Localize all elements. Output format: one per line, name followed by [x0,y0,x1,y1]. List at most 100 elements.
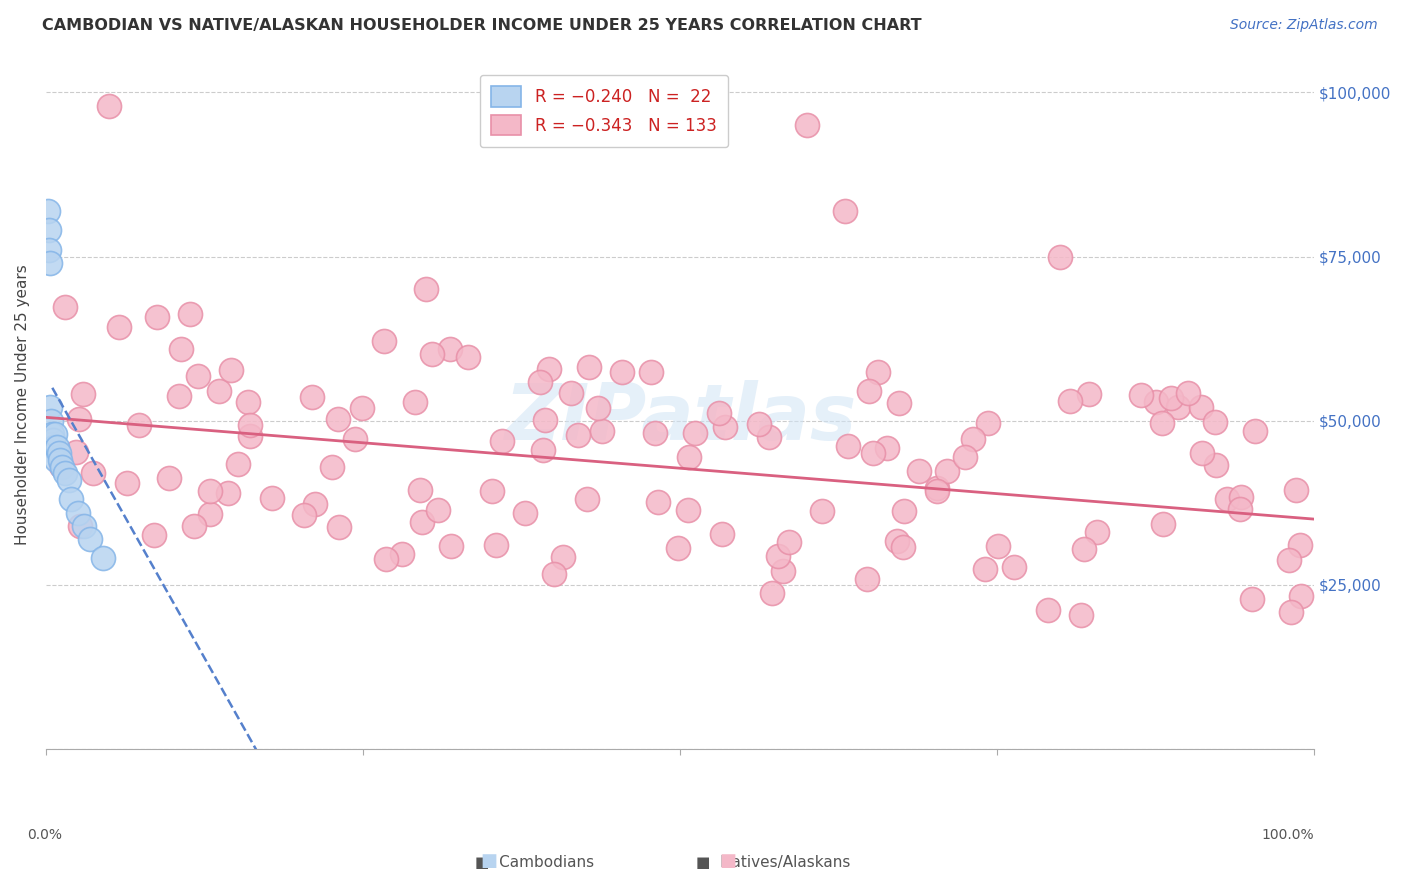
Point [866,365,889,379]
Point [644,425,666,440]
Point [375,552,398,566]
Point [766,549,789,564]
Point [1152,516,1174,531]
Point [352,401,374,416]
Point [862,446,884,460]
Point [640,365,662,379]
Point [925,481,948,495]
Point [927,483,949,498]
Point [42,440,65,454]
Point [1191,446,1213,460]
Point [373,334,395,349]
Point [1229,501,1251,516]
Point [219,363,242,377]
Point [551,550,574,565]
Point [772,564,794,578]
Point [67,412,90,426]
Point [886,534,908,549]
Point [976,416,998,430]
Point [321,460,343,475]
Point [1085,525,1108,540]
Point [1160,391,1182,405]
Point [183,519,205,533]
Point [236,395,259,409]
Point [543,567,565,582]
Point [72,387,94,401]
Point [1177,386,1199,401]
Point [1216,491,1239,506]
Point [208,384,231,398]
Point [157,471,180,485]
Point [891,540,914,554]
Point [678,450,700,465]
Point [1279,606,1302,620]
Point [66,506,89,520]
Point [578,359,600,374]
Point [198,508,221,522]
Point [491,434,513,448]
Point [1204,415,1226,429]
Point [115,475,138,490]
Point [226,457,249,471]
Point [38,256,60,270]
Point [1278,553,1301,567]
Text: ZIPatlas: ZIPatlas [503,380,856,456]
Point [107,319,129,334]
Point [855,572,877,586]
Point [1129,388,1152,402]
Point [1240,592,1263,607]
Point [328,519,350,533]
Point [758,430,780,444]
Point [409,483,432,497]
Point [889,396,911,410]
Point [420,347,443,361]
Point [98,98,121,112]
Point [1049,250,1071,264]
Point [440,539,463,553]
Point [239,418,262,433]
Point [576,491,599,506]
Point [1038,603,1060,617]
Point [1078,386,1101,401]
Point [53,466,76,480]
Point [304,497,326,511]
Text: 0.0%: 0.0% [27,828,62,841]
Point [411,515,433,529]
Point [239,429,262,443]
Point [198,484,221,499]
Point [426,502,449,516]
Point [1070,607,1092,622]
Point [987,539,1010,553]
Point [481,483,503,498]
Point [1073,542,1095,557]
Point [588,401,610,416]
Point [39,401,62,415]
Point [60,492,83,507]
Point [529,375,551,389]
Point [796,118,818,132]
Point [79,532,101,546]
Point [1230,490,1253,504]
Point [45,453,67,467]
Point [415,282,437,296]
Point [676,503,699,517]
Point [82,467,104,481]
Point [893,504,915,518]
Point [953,450,976,464]
Point [1002,560,1025,574]
Point [876,441,898,455]
Point [610,365,633,379]
Text: ■  Cambodians: ■ Cambodians [475,855,593,870]
Point [187,368,209,383]
Point [49,458,72,473]
Point [301,390,323,404]
Point [567,428,589,442]
Point [666,541,689,555]
Point [51,459,73,474]
Point [647,495,669,509]
Point [962,432,984,446]
Point [1059,394,1081,409]
Point [710,526,733,541]
Point [1205,458,1227,472]
Point [591,424,613,438]
